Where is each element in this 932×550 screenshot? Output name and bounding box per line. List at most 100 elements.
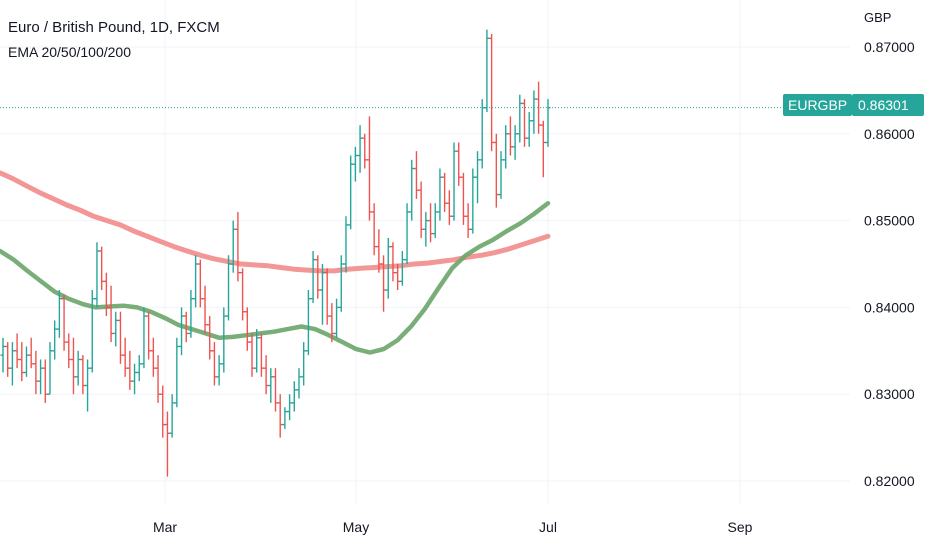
ohlc-bar [240,268,246,321]
ohlc-bar [42,359,48,403]
ohlc-bar [268,368,274,403]
ohlc-bars [0,29,551,477]
ohlc-bar [244,307,250,351]
ohlc-bar [52,320,58,360]
ohlc-bar [489,33,495,152]
ohlc-bar [291,381,297,412]
ohlc-bar [329,303,335,343]
ohlc-bar [437,168,443,221]
ohlc-bar [366,116,372,221]
ohlc-bar [9,342,15,386]
ohlc-bar [395,264,401,291]
ohlc-bar [282,407,288,429]
ema-line-red [0,170,551,274]
ohlc-bar [540,120,546,178]
y-tick-label: 0.82000 [864,473,915,489]
ohlc-bar [47,342,53,395]
ohlc-bar [122,337,128,377]
ohlc-bar [399,250,405,286]
indicator-label[interactable]: EMA 20/50/100/200 [8,44,131,60]
ohlc-bar [80,355,86,395]
ohlc-bar [484,29,490,113]
ohlc-bar [221,307,227,373]
ohlc-bar [258,333,264,377]
ohlc-bar [150,337,156,377]
ohlc-bar [263,355,269,395]
ohlc-bar [287,394,293,421]
ohlc-bar [357,125,363,173]
ohlc-bar [249,333,255,377]
ohlc-bar [451,142,457,221]
ohlc-bar [155,355,161,403]
ohlc-bar [202,285,208,334]
price-value-tag: 0.86301 [852,94,924,116]
ohlc-bar [404,203,410,264]
ohlc-bar [413,151,419,199]
ohlc-bar [70,337,76,395]
ohlc-bar [305,290,311,356]
ohlc-bar [146,311,152,360]
x-tick-label: Sep [728,519,753,535]
ohlc-bar [277,394,283,438]
ohlc-bar [103,272,109,317]
y-tick-label: 0.86000 [864,126,915,142]
time-axis[interactable]: Mar May Jul Sep [153,519,753,535]
ohlc-bar [226,255,232,321]
ohlc-bar [338,255,344,312]
symbol-tag: EURGBP [783,94,853,116]
ohlc-bar [376,229,382,273]
price-axis[interactable]: 0.82000 0.83000 0.84000 0.85000 0.86000 0.870… [864,39,915,489]
ohlc-bar [526,112,532,147]
ohlc-bar [381,255,387,312]
ohlc-bar [108,285,114,343]
ohlc-bar [296,368,302,399]
ohlc-bar [188,290,194,338]
ohlc-bar [522,99,528,147]
ohlc-bar [99,246,105,291]
ohlc-bar [301,342,307,386]
ohlc-bar [5,342,11,377]
ohlc-bar [14,333,20,369]
ohlc-bar [465,203,471,238]
ohlc-bar [183,311,189,343]
ohlc-bar [432,203,438,238]
ohlc-bar [164,411,170,477]
ohlc-bar [442,172,448,212]
ohlc-bar [545,99,551,147]
ohlc-bar [423,211,429,247]
ohlc-bar [117,311,123,364]
ohlc-bar [512,125,518,160]
ohlc-bar [211,342,217,386]
ohlc-bar [536,81,542,134]
ohlc-bar [517,94,523,143]
ohlc-bar [470,168,476,234]
y-tick-label: 0.85000 [864,213,915,229]
ema-lines [0,170,551,355]
ohlc-bar [28,337,34,369]
ohlc-bar [493,133,499,208]
ohlc-bar [127,350,133,390]
ohlc-bar [390,242,396,282]
ohlc-bar [315,255,321,299]
ohlc-bar [216,355,222,386]
ohlc-bar [85,359,91,412]
ohlc-bar [446,190,452,225]
ohlc-bar [193,255,199,308]
ohlc-bar [319,264,325,325]
ohlc-bar [348,155,354,230]
chart-grid [0,0,850,505]
ohlc-bar [75,350,81,386]
ohlc-bar [409,159,415,221]
y-tick-label: 0.87000 [864,39,915,55]
ohlc-bar [0,337,6,373]
ohlc-bar [531,90,537,134]
ohlc-bar [230,220,236,273]
ohlc-bar [254,329,260,373]
ohlc-bar [343,216,349,273]
symbol-title[interactable]: Euro / British Pound, 1D, FXCM [8,19,220,36]
x-tick-label: Jul [539,519,557,535]
ohlc-bar [235,211,241,282]
ohlc-bar [141,307,147,369]
ohlc-bar [428,203,434,243]
